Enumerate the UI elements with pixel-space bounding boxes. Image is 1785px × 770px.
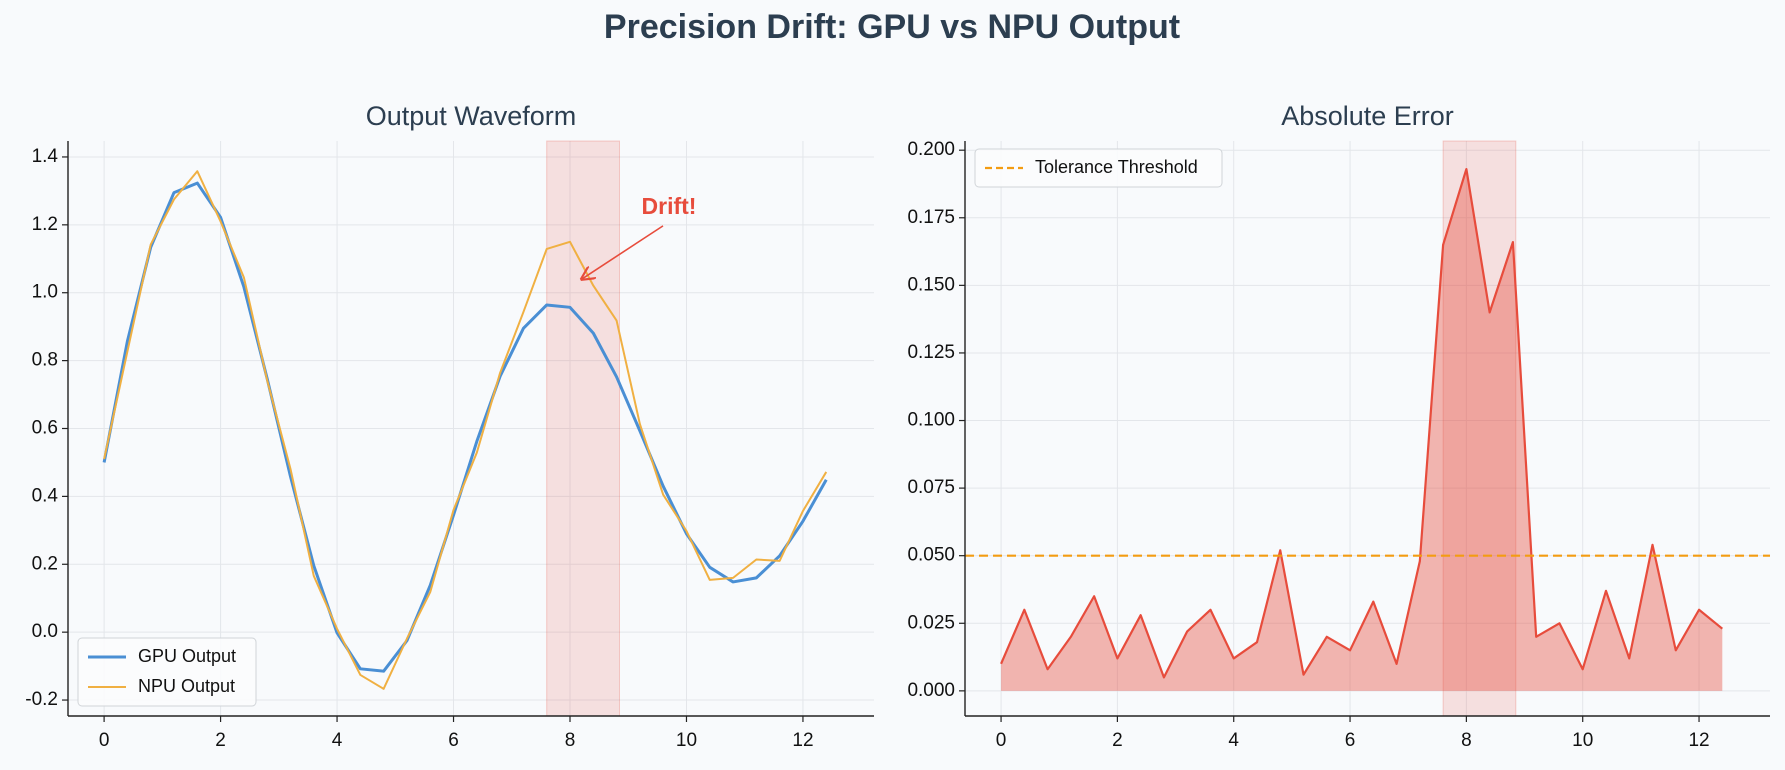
x-tick-label: 2 bbox=[1112, 730, 1123, 751]
series-line bbox=[103, 170, 828, 690]
legend-box bbox=[974, 148, 1223, 188]
y-tick-label: 0.075 bbox=[907, 477, 955, 498]
x-tick-label: 12 bbox=[1688, 730, 1709, 751]
x-tick-label: 8 bbox=[1461, 730, 1472, 751]
y-tick-label: 1.2 bbox=[32, 214, 58, 235]
annotation-text: Drift! bbox=[642, 193, 697, 219]
subplot-title: Output Waveform bbox=[366, 101, 577, 131]
x-tick-label: 0 bbox=[996, 730, 1007, 751]
legend: Tolerance Threshold bbox=[974, 148, 1223, 188]
series-line bbox=[1000, 168, 1723, 679]
y-tick-label: 0.0 bbox=[32, 621, 58, 642]
y-tick-label: 0.125 bbox=[907, 342, 955, 363]
x-tick-label: 10 bbox=[676, 730, 697, 751]
y-tick-label: 0.150 bbox=[907, 274, 955, 295]
y-tick-label: -0.2 bbox=[25, 689, 58, 710]
y-tick-label: 0.025 bbox=[907, 612, 955, 633]
x-tick-label: 2 bbox=[215, 730, 226, 751]
subplot-title: Absolute Error bbox=[1281, 101, 1454, 131]
x-tick-label: 12 bbox=[792, 730, 813, 751]
y-tick-label: 1.0 bbox=[32, 282, 58, 303]
y-tick-label: 0.050 bbox=[907, 545, 955, 566]
y-tick-label: 0.4 bbox=[32, 485, 59, 506]
highlight-region bbox=[1442, 140, 1517, 717]
x-tick-label: 8 bbox=[565, 730, 576, 751]
y-tick-label: 0.200 bbox=[907, 139, 955, 160]
annotation-arrow bbox=[582, 225, 664, 279]
y-tick-label: 0.8 bbox=[32, 350, 58, 371]
y-tick-label: 0.175 bbox=[907, 207, 955, 228]
x-tick-label: 6 bbox=[448, 730, 459, 751]
y-tick-label: 1.4 bbox=[32, 146, 59, 167]
y-tick-label: 0.2 bbox=[32, 553, 58, 574]
legend: GPU Output NPU Output bbox=[77, 637, 257, 707]
x-tick-label: 0 bbox=[99, 730, 110, 751]
y-tick-label: 0.100 bbox=[907, 410, 955, 431]
x-tick-label: 4 bbox=[1228, 730, 1239, 751]
legend-box bbox=[77, 637, 257, 707]
y-tick-label: 0.6 bbox=[32, 418, 58, 439]
legend-label: NPU Output bbox=[138, 676, 235, 696]
highlight-region bbox=[546, 140, 621, 717]
x-tick-label: 10 bbox=[1572, 730, 1593, 751]
series-area bbox=[1001, 169, 1723, 691]
figure-title: Precision Drift: GPU vs NPU Output bbox=[604, 8, 1180, 46]
x-tick-label: 6 bbox=[1345, 730, 1356, 751]
legend-label: GPU Output bbox=[138, 646, 236, 666]
x-tick-label: 4 bbox=[332, 730, 343, 751]
y-tick-label: 0.000 bbox=[907, 680, 955, 701]
legend-label: Tolerance Threshold bbox=[1035, 157, 1198, 177]
